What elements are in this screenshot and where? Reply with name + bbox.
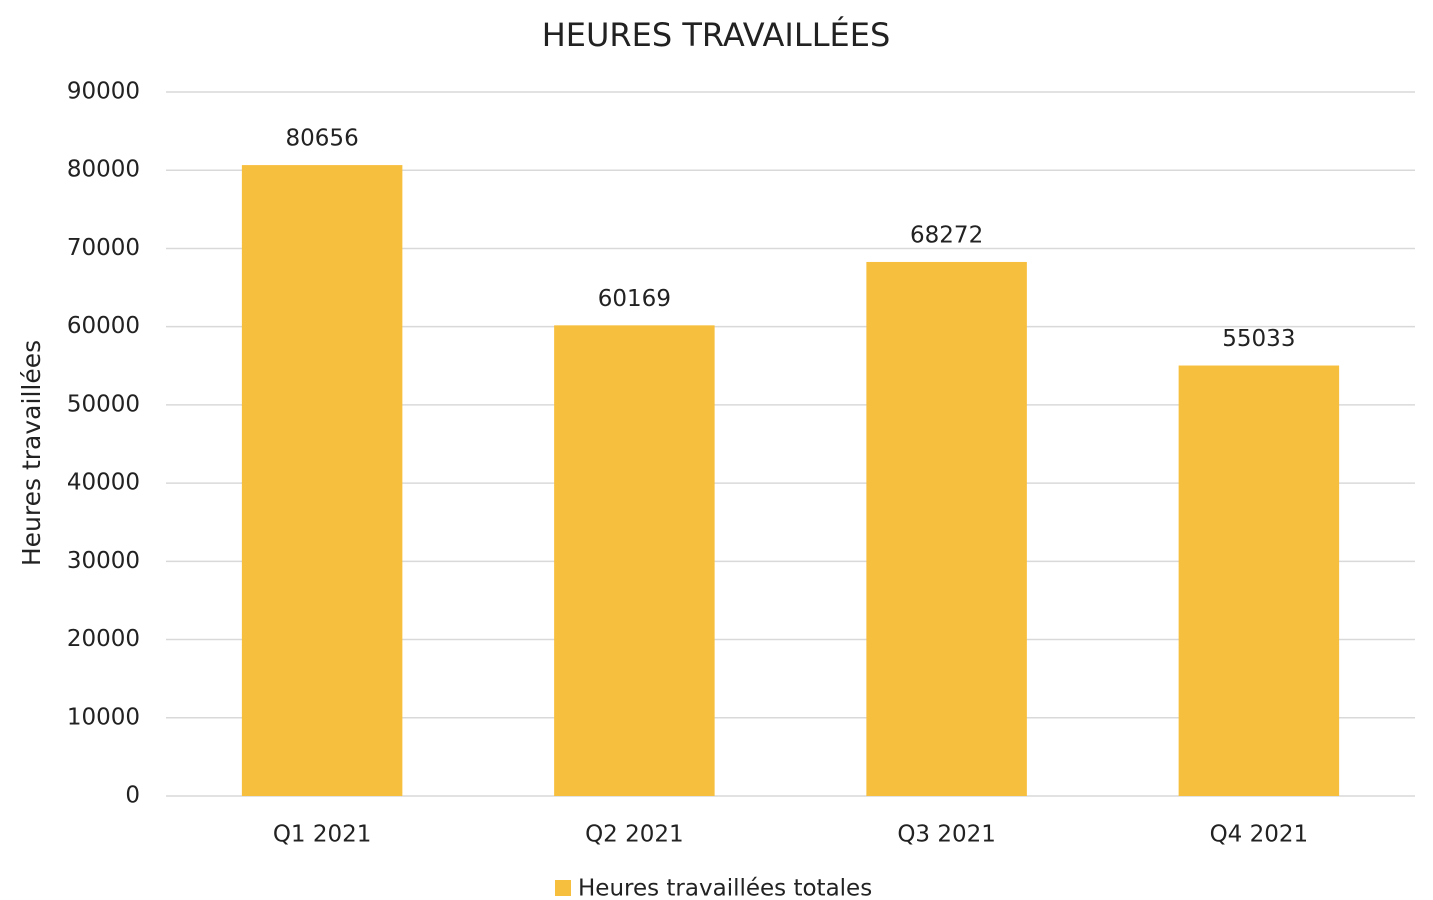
data-label: 55033 <box>1222 326 1295 352</box>
y-tick-label: 90000 <box>67 79 140 105</box>
y-tick-label: 40000 <box>67 470 140 496</box>
bar <box>866 261 1027 796</box>
data-label: 68272 <box>910 222 983 248</box>
y-tick-label: 30000 <box>67 548 140 574</box>
bar <box>1178 365 1340 796</box>
x-tick-label: Q1 2021 <box>273 822 372 848</box>
y-tick-label: 0 <box>125 783 140 809</box>
data-label: 60169 <box>598 286 671 312</box>
legend-swatch <box>555 880 571 896</box>
y-tick-label: 20000 <box>67 626 140 652</box>
y-tick-label: 80000 <box>67 157 140 183</box>
y-tick-label: 50000 <box>67 391 140 417</box>
y-tick-label: 60000 <box>67 313 140 339</box>
x-tick-label: Q4 2021 <box>1210 822 1309 848</box>
bar <box>554 325 715 796</box>
x-tick-label: Q3 2021 <box>897 822 996 848</box>
data-label: 80656 <box>286 126 359 152</box>
bar <box>241 165 403 797</box>
x-tick-label: Q2 2021 <box>585 822 684 848</box>
y-tick-label: 70000 <box>67 235 140 261</box>
chart-title: HEURES TRAVAILLÉES <box>542 16 891 54</box>
y-tick-label: 10000 <box>67 704 140 730</box>
legend-label: Heures travaillées totales <box>578 876 872 900</box>
y-axis-label: Heures travaillées <box>17 340 46 566</box>
